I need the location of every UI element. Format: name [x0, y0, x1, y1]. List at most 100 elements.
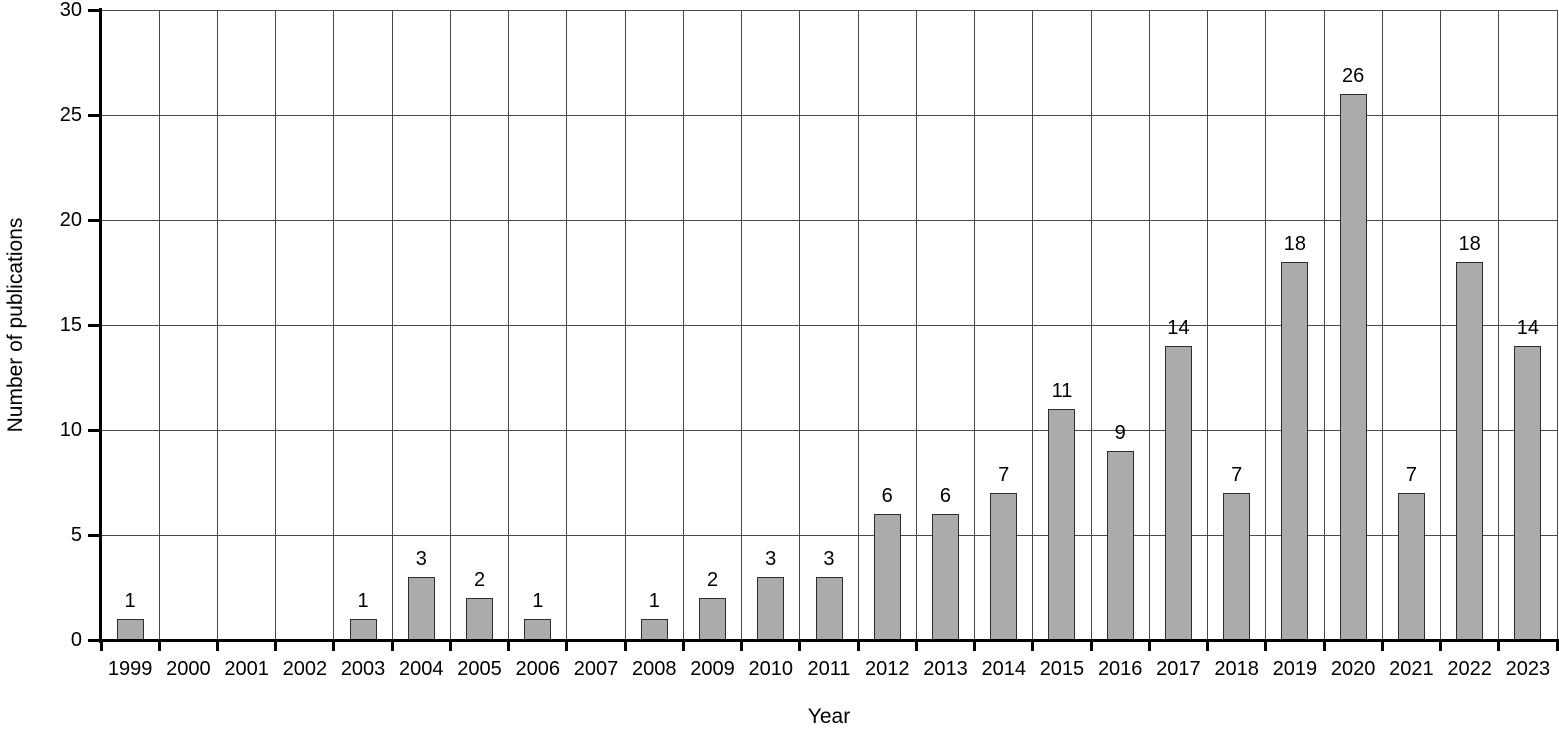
bar-value-label: 6: [939, 485, 952, 507]
bar: [1514, 346, 1542, 640]
bar: [931, 514, 959, 640]
gridline-vertical: [741, 10, 743, 640]
x-tick-label: 2018: [1214, 658, 1259, 680]
x-axis-tick: [1031, 642, 1035, 651]
y-axis-line: [99, 8, 102, 643]
x-tick-label: 2000: [166, 658, 211, 680]
y-tick-label: 5: [70, 523, 82, 546]
gridline-horizontal: [101, 534, 1557, 536]
y-axis-tick: [88, 218, 100, 222]
x-axis-tick: [623, 642, 627, 651]
y-tick-label: 30: [59, 0, 82, 21]
x-tick-label: 2019: [1272, 658, 1318, 680]
y-axis-tick: [88, 428, 100, 432]
y-tick-label: 0: [70, 628, 82, 651]
x-tick-label: 2016: [1097, 658, 1143, 680]
x-tick-label: 2017: [1156, 658, 1201, 680]
x-axis-tick: [332, 642, 336, 651]
x-tick-label: 2001: [224, 658, 269, 680]
y-tick-label: 15: [59, 313, 82, 336]
gridline-vertical: [1323, 10, 1325, 640]
y-tick-label: 25: [59, 103, 82, 126]
x-axis-tick: [1322, 642, 1326, 651]
x-axis-tick: [681, 642, 685, 651]
x-axis-tick: [390, 642, 394, 651]
bar-value-label: 14: [1516, 317, 1539, 339]
x-axis-tick: [448, 642, 452, 651]
x-axis-tick: [1206, 642, 1210, 651]
x-axis-tick: [1439, 642, 1443, 651]
x-axis-tick: [565, 642, 569, 651]
x-tick-label: 2011: [807, 658, 851, 680]
bar: [873, 514, 901, 640]
bar: [990, 493, 1018, 640]
bar-value-label: 18: [1283, 233, 1307, 255]
gridline-horizontal: [101, 114, 1557, 116]
x-tick-label: 2005: [457, 658, 502, 680]
gridline-vertical: [333, 10, 335, 640]
x-axis-tick: [157, 642, 161, 651]
gridline-vertical: [158, 10, 160, 640]
bar-value-label: 3: [415, 548, 427, 570]
x-axis-tick: [1380, 642, 1384, 651]
bar-value-label: 6: [881, 485, 893, 507]
x-tick-label: 2008: [632, 658, 677, 680]
bar: [1106, 451, 1134, 640]
gridline-vertical: [1265, 10, 1267, 640]
x-axis-tick: [1147, 642, 1151, 651]
bar: [1397, 493, 1425, 640]
bar-value-label: 14: [1167, 317, 1190, 339]
gridline-vertical: [624, 10, 626, 640]
gridline-vertical: [275, 10, 277, 640]
x-tick-label: 2010: [748, 658, 793, 680]
x-tick-label: 2002: [282, 658, 328, 680]
bar-value-label: 3: [765, 548, 777, 570]
bar: [757, 577, 785, 640]
bar: [407, 577, 435, 640]
x-axis-tick: [798, 642, 802, 651]
bar: [640, 619, 668, 640]
bar: [1456, 262, 1484, 640]
x-tick-label: 2006: [515, 658, 561, 680]
x-axis-tick: [973, 642, 977, 651]
x-tick-label: 2014: [981, 658, 1026, 680]
bar-value-label: 18: [1458, 233, 1481, 255]
gridline-vertical: [974, 10, 976, 640]
x-tick-label: 2021: [1389, 658, 1434, 680]
x-axis-title: Year: [807, 705, 851, 728]
bar: [1164, 346, 1192, 640]
plot-area: 1 1 3 2 1 1 2 3 3 6 6 7 11 9 14 7 18 26 7 18 14: [101, 9, 1558, 640]
bar-value-label: 9: [1114, 422, 1126, 444]
x-tick-label: 2023: [1505, 658, 1551, 680]
bar: [815, 577, 843, 640]
gridline-horizontal: [101, 219, 1557, 221]
bar-value-label: 7: [1405, 464, 1417, 486]
x-axis-tick: [1089, 642, 1093, 651]
y-axis-title: Number of publications: [4, 217, 27, 433]
bar: [699, 598, 727, 640]
x-tick-label: 1999: [107, 658, 153, 680]
bar: [466, 598, 494, 640]
bar: [1281, 262, 1309, 640]
bar-value-label: 7: [998, 464, 1010, 486]
y-axis-tick: [88, 8, 100, 12]
gridline-vertical: [857, 10, 859, 640]
bar-value-label: 1: [532, 590, 544, 612]
gridline-vertical: [1207, 10, 1209, 640]
bar-value-label: 1: [648, 590, 660, 612]
x-axis-tick: [507, 642, 511, 651]
gridline-vertical: [915, 10, 917, 640]
x-axis-tick: [1555, 642, 1559, 651]
gridline-vertical: [1032, 10, 1034, 640]
x-axis-tick: [1497, 642, 1501, 651]
bar-value-label: 1: [124, 590, 136, 612]
gridline-vertical: [1148, 10, 1150, 640]
gridline-vertical: [508, 10, 510, 640]
x-axis-tick: [1264, 642, 1268, 651]
gridline-vertical: [1440, 10, 1442, 640]
x-axis-tick: [856, 642, 860, 651]
x-tick-label: 2015: [1039, 658, 1085, 680]
x-axis-line: [99, 639, 1559, 642]
bar: [1223, 493, 1251, 640]
